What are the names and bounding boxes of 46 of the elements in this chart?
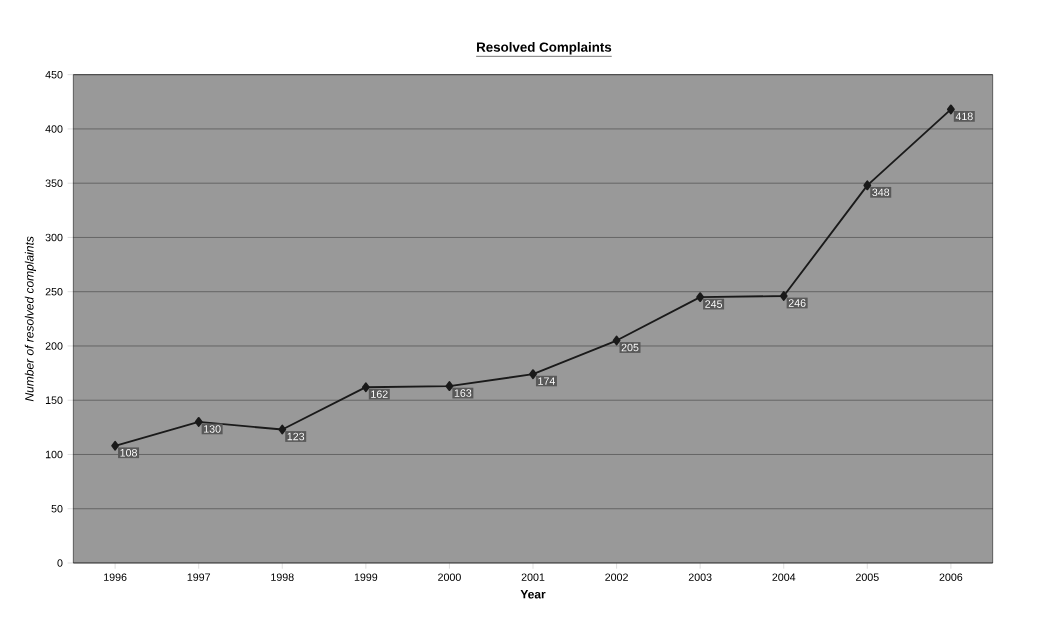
data-label: 108: [120, 449, 137, 457]
y-tick-label: 300: [45, 233, 63, 242]
data-label: 163: [454, 389, 472, 397]
x-tick-label: 1998: [271, 573, 294, 581]
point: [278, 424, 287, 435]
y-tick-label: 50: [51, 504, 63, 513]
data-label: 130: [204, 425, 221, 433]
x-tick-label: 2003: [688, 573, 712, 581]
data-label: 123: [287, 432, 305, 441]
x-tick-label: 2002: [605, 573, 628, 581]
point: [445, 381, 454, 392]
point: [696, 292, 705, 303]
x-axis-title: Year: [520, 590, 546, 599]
x-tick-label: 2004: [772, 573, 796, 581]
y-tick-label: 350: [45, 179, 63, 187]
data-label: 245: [705, 300, 723, 308]
x-tick-label: 1996: [104, 573, 127, 581]
x-tick-label: 1999: [354, 573, 378, 581]
chart-title: Resolved Complaints: [477, 42, 612, 55]
data-label: 205: [621, 343, 639, 352]
point: [111, 440, 120, 451]
data-label: 418: [955, 112, 973, 121]
point: [612, 335, 621, 346]
y-tick-label: 200: [45, 342, 63, 350]
x-tick-label: 2005: [855, 573, 879, 581]
point: [194, 416, 203, 427]
data-label: 348: [872, 188, 890, 197]
y-tick-label: 150: [45, 396, 63, 404]
point: [529, 369, 537, 380]
y-tick-label: 450: [45, 70, 63, 79]
data-label: 246: [788, 299, 806, 307]
y-tick-label: 100: [45, 450, 63, 459]
point: [946, 104, 955, 115]
point: [361, 382, 370, 393]
point: [863, 180, 872, 191]
x-tick-label: 2001: [521, 573, 545, 581]
y-tick-label: 400: [45, 125, 63, 133]
y-axis-title: Number of resolved complaints: [24, 236, 36, 402]
point: [779, 291, 788, 301]
y-tick-label: 250: [45, 287, 63, 296]
x-tick-label: 2000: [438, 573, 461, 581]
x-tick-label: 1997: [187, 573, 211, 581]
data-label: 162: [371, 390, 388, 398]
data-label: 174: [538, 377, 556, 385]
x-tick-label: 2006: [939, 573, 963, 581]
y-tick-label: 0: [57, 559, 63, 567]
